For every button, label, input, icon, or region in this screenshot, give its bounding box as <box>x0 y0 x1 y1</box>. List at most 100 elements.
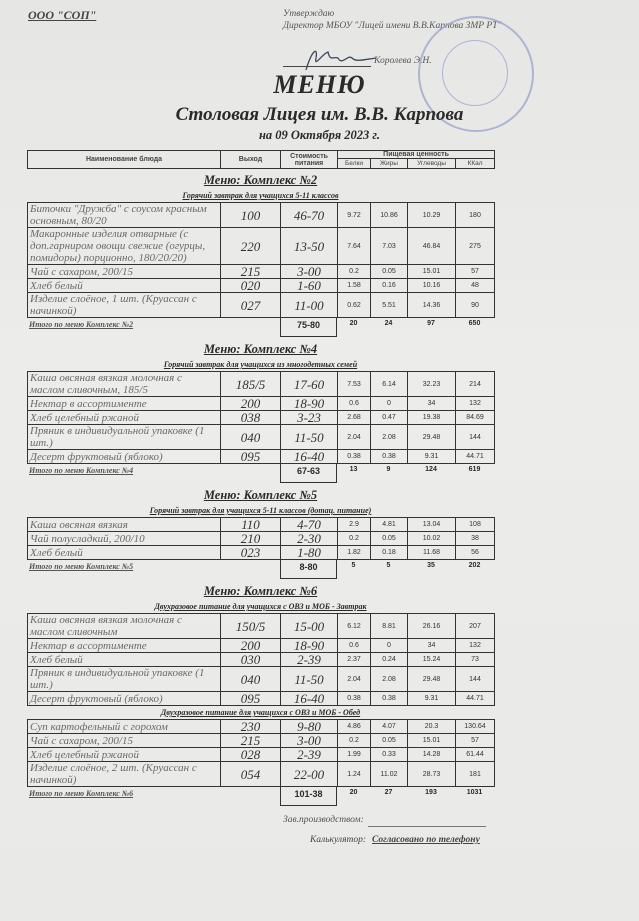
dish-proteins: 7.53 <box>337 371 371 397</box>
dish-name: Десерт фруктовый (яблоко) <box>27 691 221 706</box>
dish-name: Хлеб белый <box>27 652 221 667</box>
table-row: Чай полусладкий, 200/10 210 2-30 0.2 0.05 10.… <box>27 531 495 546</box>
dish-cost: 17-60 <box>280 371 338 397</box>
menu-sections: Меню: Комплекс №2 Горячий завтрак для уча… <box>27 173 495 807</box>
dish-kcal: 214 <box>455 371 495 397</box>
menu-date: на 09 Октября 2023 г. <box>258 128 381 142</box>
dish-proteins: 0.2 <box>337 733 371 748</box>
section-total: Итого по меню Комплекс №5 8-80 5 5 35 202 <box>27 560 494 580</box>
menu-document: Наименование блюда Выход Стоимость питан… <box>27 150 496 855</box>
dish-fats: 0.38 <box>370 691 408 706</box>
dish-cost: 2-39 <box>280 652 338 667</box>
dish-output: 230 <box>220 719 281 734</box>
total-label: Итого по меню Комплекс №4 <box>29 466 134 475</box>
total-proteins: 5 <box>351 562 356 569</box>
dish-kcal: 48 <box>455 278 495 293</box>
dish-carbs: 28.73 <box>407 761 456 787</box>
dish-proteins: 0.6 <box>337 638 371 653</box>
dish-cost: 1-60 <box>280 278 338 293</box>
dish-kcal: 108 <box>455 517 495 532</box>
menu-section: Меню: Комплекс №4 Горячий завтрак для уча… <box>27 342 495 484</box>
dish-name: Каша овсяная вязкая <box>27 517 221 532</box>
dish-output: 150/5 <box>220 613 281 639</box>
dish-output: 028 <box>220 747 281 762</box>
dish-proteins: 1.24 <box>337 761 371 787</box>
table-row: Чай с сахаром, 200/15 215 3-00 0.2 0.05 15.01… <box>27 264 495 279</box>
dish-carbs: 29.48 <box>407 666 456 692</box>
dish-carbs: 26.16 <box>407 613 456 639</box>
dish-cost: 18-90 <box>280 638 338 653</box>
dish-fats: 0.47 <box>370 410 408 425</box>
dish-carbs: 15.24 <box>407 652 456 667</box>
table-row: Хлеб белый 030 2-39 2.37 0.24 15.24 73 <box>27 652 495 667</box>
manager-signature-line <box>368 826 486 827</box>
dish-output: 040 <box>220 666 281 692</box>
total-kcal: 619 <box>468 466 481 473</box>
total-proteins: 20 <box>349 320 358 327</box>
table-row: Нектар в ассортименте 200 18-90 0.6 0 34 132 <box>27 396 495 411</box>
dish-fats: 11.02 <box>370 761 408 787</box>
section-heading: Меню: Комплекс №2 <box>203 173 318 187</box>
dish-fats: 0.16 <box>370 278 408 293</box>
dish-fats: 0 <box>370 638 408 653</box>
table-row: Пряник в индивидуальной упаковке (1 шт.)… <box>27 424 495 450</box>
dish-kcal: 61.44 <box>455 747 495 762</box>
dish-name: Суп картофельный с горохом <box>27 719 221 734</box>
table-row: Макаронные изделия отварные (с доп.гарни… <box>27 227 495 265</box>
table-row: Каша овсяная вязкая молочная с маслом сл… <box>27 371 495 397</box>
calculator-label: Калькулятор: <box>310 835 367 845</box>
dish-cost: 2-30 <box>280 531 338 546</box>
page-title: МЕНЮ <box>273 70 366 99</box>
dish-cost: 2-39 <box>280 747 338 762</box>
signature-line <box>283 66 371 67</box>
col-proteins: Белки <box>337 158 371 169</box>
dish-carbs: 10.29 <box>407 202 456 228</box>
dish-proteins: 1.58 <box>337 278 371 293</box>
section-heading: Меню: Комплекс №6 <box>203 584 318 598</box>
dish-cost: 13-50 <box>280 227 338 265</box>
dish-output: 200 <box>220 396 281 411</box>
menu-table: Биточки "Дружба" с соусом красным основн… <box>27 202 495 318</box>
dish-kcal: 132 <box>455 396 495 411</box>
dish-carbs: 9.31 <box>407 691 456 706</box>
menu-table: Каша овсяная вязкая молочная с маслом сл… <box>27 371 495 464</box>
dish-proteins: 0.2 <box>337 264 371 279</box>
director-name: Королева Э.Н. <box>374 56 432 66</box>
dish-fats: 0.05 <box>370 264 408 279</box>
dish-name: Нектар в ассортименте <box>27 396 221 411</box>
dish-fats: 2.08 <box>370 666 408 692</box>
dish-kcal: 130.64 <box>455 719 495 734</box>
dish-proteins: 4.86 <box>337 719 371 734</box>
dish-proteins: 0.62 <box>337 292 371 318</box>
col-fats: Жиры <box>370 158 408 169</box>
dish-proteins: 2.04 <box>337 424 371 450</box>
dish-name: Каша овсяная вязкая молочная с маслом сл… <box>27 613 221 639</box>
table-row: Биточки "Дружба" с соусом красным основн… <box>27 202 495 228</box>
total-label: Итого по меню Комплекс №2 <box>29 320 134 329</box>
dish-kcal: 90 <box>455 292 495 318</box>
dish-kcal: 84.69 <box>455 410 495 425</box>
dish-proteins: 0.2 <box>337 531 371 546</box>
dish-name: Чай с сахаром, 200/15 <box>27 264 221 279</box>
total-fats: 27 <box>384 789 393 796</box>
table-row: Нектар в ассортименте 200 18-90 0.6 0 34 132 <box>27 638 495 653</box>
dish-cost: 11-50 <box>280 424 338 450</box>
dish-kcal: 275 <box>455 227 495 265</box>
footer: Зав.производством: Калькулятор: Согласова… <box>27 815 494 855</box>
dish-cost: 3-00 <box>280 733 338 748</box>
dish-proteins: 2.68 <box>337 410 371 425</box>
total-proteins: 13 <box>349 466 358 473</box>
total-fats: 24 <box>384 320 393 327</box>
dish-output: 020 <box>220 278 281 293</box>
table-row: Хлеб белый 020 1-60 1.58 0.16 10.16 48 <box>27 278 495 293</box>
dish-output: 095 <box>220 691 281 706</box>
dish-name: Макаронные изделия отварные (с доп.гарни… <box>27 227 221 265</box>
dish-kcal: 44.71 <box>455 691 495 706</box>
table-row: Хлеб целебный ржаной 038 3-23 2.68 0.47 19.38… <box>27 410 495 425</box>
dish-output: 215 <box>220 264 281 279</box>
dish-carbs: 9.31 <box>407 449 456 464</box>
dish-proteins: 0.6 <box>337 396 371 411</box>
table-row: Каша овсяная вязкая молочная с маслом сл… <box>27 613 495 639</box>
dish-fats: 5.51 <box>370 292 408 318</box>
dish-cost: 22-00 <box>280 761 338 787</box>
